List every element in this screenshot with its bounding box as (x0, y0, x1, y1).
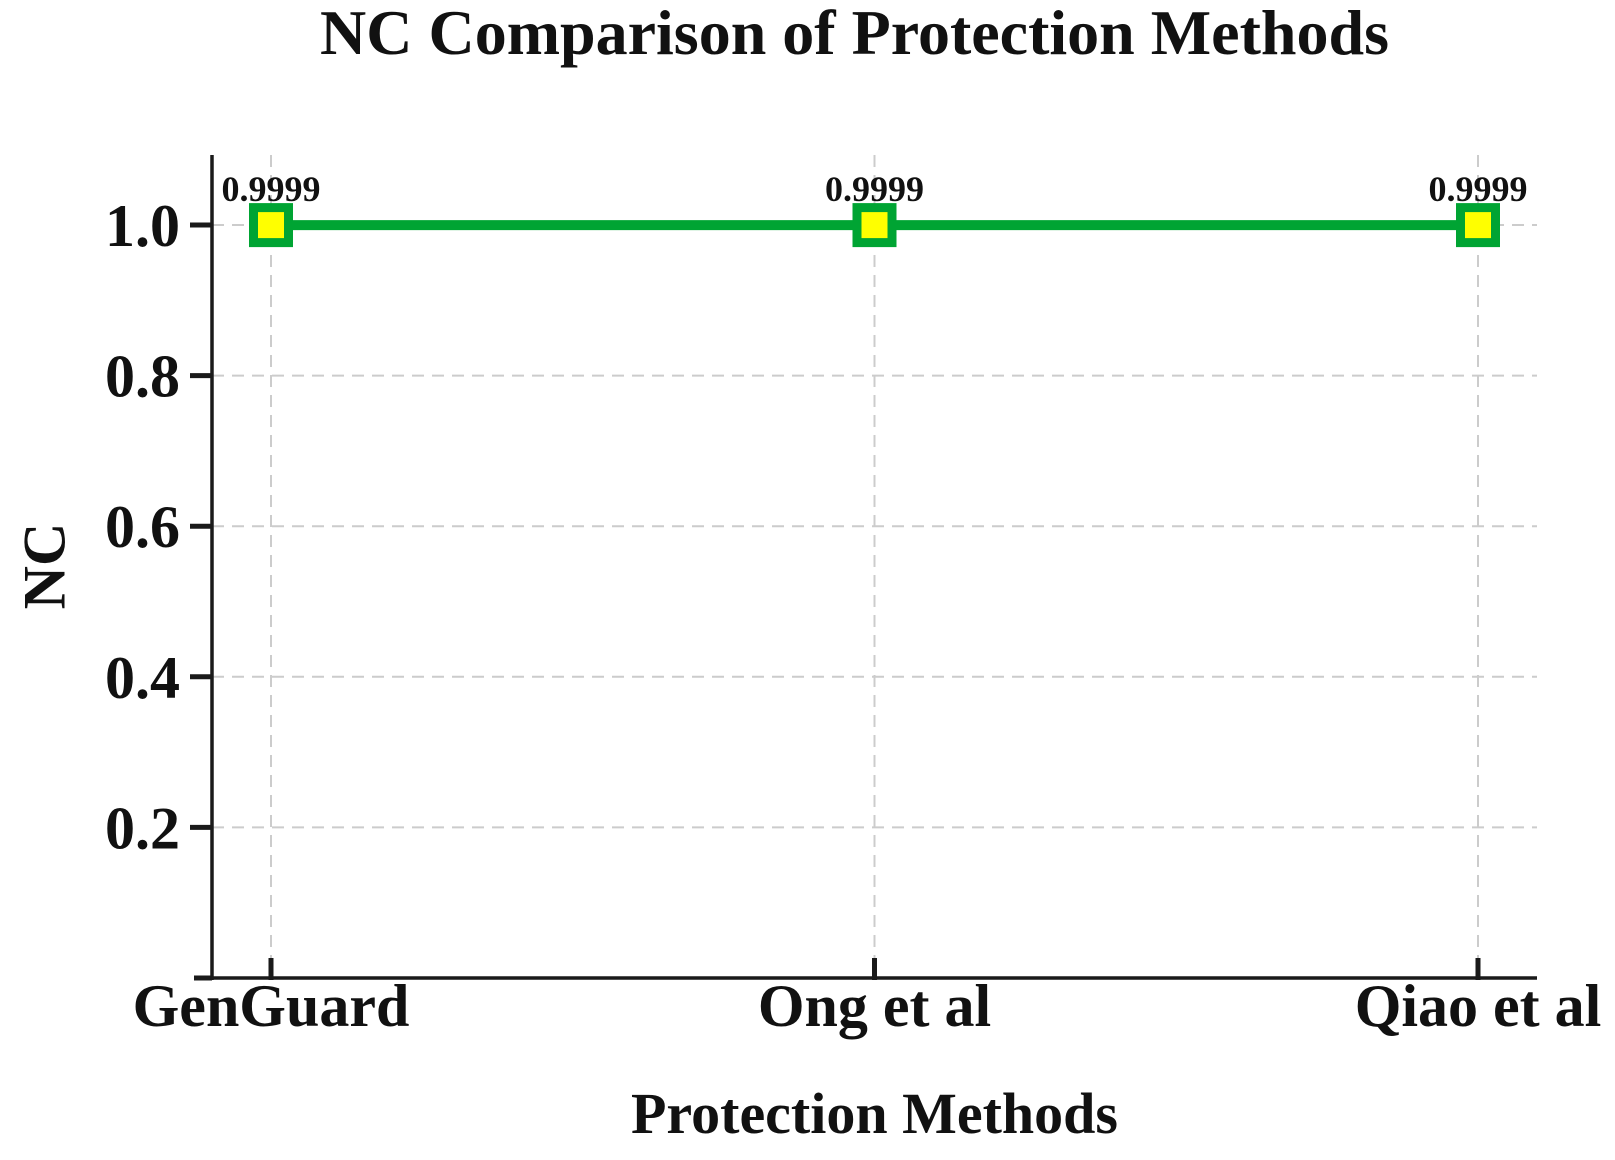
y-tick-label: 1.0 (105, 193, 180, 259)
y-tick-label: 0.4 (105, 645, 180, 711)
data-marker (1456, 203, 1500, 248)
y-tick-label: 0.2 (105, 795, 180, 861)
y-tick-label: 0.8 (105, 344, 180, 410)
y-tick-label: 0.6 (105, 494, 180, 560)
value-label: 0.9999 (825, 169, 924, 209)
x-axis-title: Protection Methods (631, 1081, 1118, 1146)
value-label: 0.9999 (222, 169, 321, 209)
data-marker (852, 203, 897, 248)
data-marker (249, 203, 293, 248)
value-label: 0.9999 (1429, 169, 1528, 209)
x-tick-label: GenGuard (133, 973, 410, 1039)
chart-title: NC Comparison of Protection Methods (320, 0, 1389, 68)
x-tick-label: Qiao et al (1355, 973, 1602, 1039)
x-tick-label: Ong et al (758, 973, 991, 1039)
